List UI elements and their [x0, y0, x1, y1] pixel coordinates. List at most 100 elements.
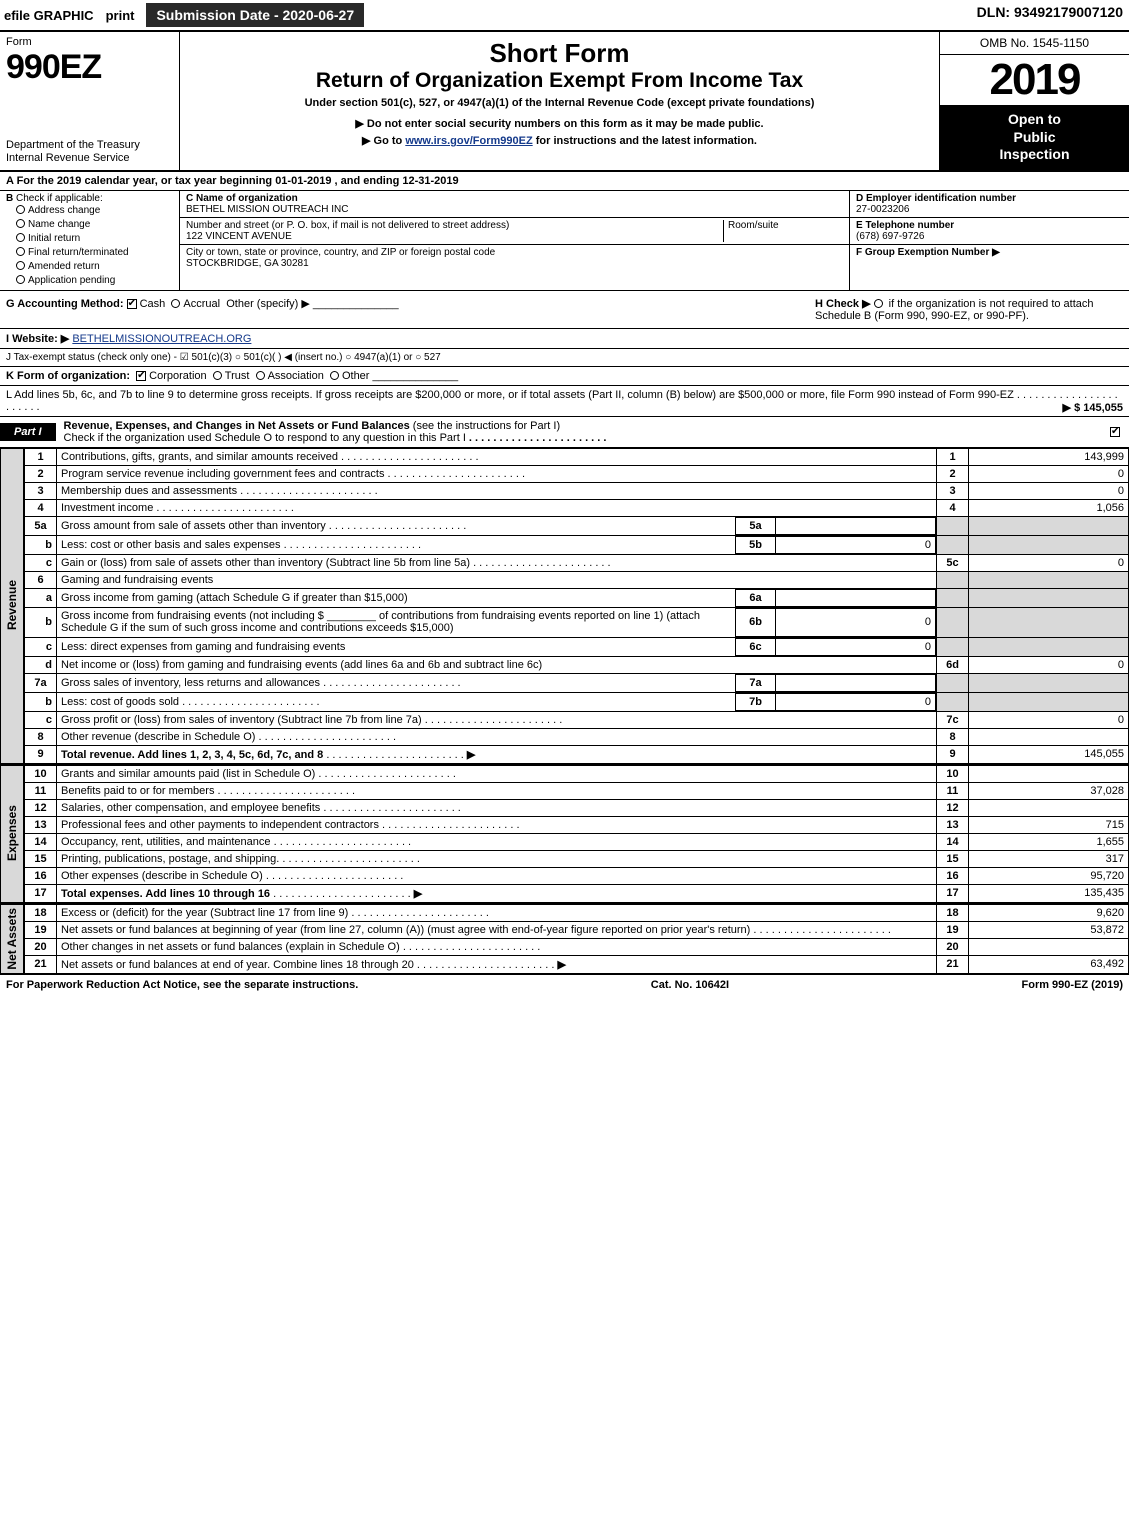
check-name-change[interactable]: Name change: [6, 218, 173, 232]
footer-center: Cat. No. 10642I: [651, 979, 729, 991]
b-label: Check if applicable:: [16, 193, 103, 204]
c-name-address: C Name of organization BETHEL MISSION OU…: [180, 191, 849, 290]
check-application-pending[interactable]: Application pending: [6, 274, 173, 288]
revenue-vert-label: Revenue: [5, 580, 19, 630]
b-checkboxes: B Check if applicable: Address change Na…: [0, 191, 180, 290]
org-name: BETHEL MISSION OUTREACH INC: [186, 204, 348, 215]
line-13: 13Professional fees and other payments t…: [25, 816, 1129, 833]
form-word: Form: [6, 36, 173, 48]
under-section: Under section 501(c), 527, or 4947(a)(1)…: [190, 97, 929, 109]
line-6b: bGross income from fundraising events (n…: [25, 607, 1129, 637]
part1-header: Part I Revenue, Expenses, and Changes in…: [0, 417, 1129, 448]
line-11: 11Benefits paid to or for members1137,02…: [25, 782, 1129, 799]
line-5a: 5aGross amount from sale of assets other…: [25, 516, 1129, 535]
revenue-table: 1Contributions, gifts, grants, and simil…: [24, 448, 1129, 764]
line-7a: 7aGross sales of inventory, less returns…: [25, 673, 1129, 692]
h-label: H Check ▶: [815, 298, 871, 310]
k-corp-checkbox[interactable]: [136, 371, 146, 381]
footer-right: Form 990-EZ (2019): [1022, 979, 1123, 991]
top-bar: efile GRAPHIC print Submission Date - 20…: [0, 0, 1129, 32]
org-city: STOCKBRIDGE, GA 30281: [186, 258, 309, 269]
line-18: 18Excess or (deficit) for the year (Subt…: [25, 904, 1129, 921]
line-6a: aGross income from gaming (attach Schedu…: [25, 588, 1129, 607]
expenses-vert-label: Expenses: [5, 805, 19, 861]
g-cash-checkbox[interactable]: [127, 299, 137, 309]
line-7c: cGross profit or (loss) from sales of in…: [25, 711, 1129, 728]
net-assets-vert-label: Net Assets: [5, 908, 19, 970]
line-6d: dNet income or (loss) from gaming and fu…: [25, 656, 1129, 673]
goto-link[interactable]: www.irs.gov/Form990EZ: [405, 135, 532, 147]
l-text: L Add lines 5b, 6c, and 7b to line 9 to …: [6, 389, 1014, 401]
a-tax-year-line: A For the 2019 calendar year, or tax yea…: [0, 172, 1129, 191]
part1-schedule-o-checkbox[interactable]: [1110, 427, 1120, 437]
dln-number: DLN: 93492179007120: [971, 0, 1129, 30]
line-7b: bLess: cost of goods sold7b0: [25, 692, 1129, 711]
line-12: 12Salaries, other compensation, and empl…: [25, 799, 1129, 816]
i-website-row: I Website: ▶ BETHELMISSIONOUTREACH.ORG: [0, 329, 1129, 349]
ein-label: D Employer identification number: [856, 193, 1016, 204]
h-checkbox[interactable]: [874, 299, 883, 308]
line-20: 20Other changes in net assets or fund ba…: [25, 938, 1129, 955]
c-name-label: C Name of organization: [186, 193, 298, 204]
line-2: 2Program service revenue including gover…: [25, 465, 1129, 482]
goto-post: for instructions and the latest informat…: [533, 135, 757, 147]
line-6: 6Gaming and fundraising events: [25, 571, 1129, 588]
g-h-row: G Accounting Method: Cash Accrual Other …: [0, 291, 1129, 329]
i-label: I Website: ▶: [6, 333, 69, 345]
omb-number: OMB No. 1545-1150: [940, 32, 1129, 55]
line-8: 8Other revenue (describe in Schedule O)8: [25, 728, 1129, 745]
tel-label: E Telephone number: [856, 220, 954, 231]
k-label: K Form of organization:: [6, 370, 130, 382]
check-amended-return[interactable]: Amended return: [6, 260, 173, 274]
short-form-title: Short Form: [190, 38, 929, 69]
tax-year: 2019: [940, 55, 1129, 105]
group-exemption-label: F Group Exemption Number ▶: [856, 247, 1000, 258]
j-tax-exempt-row: J Tax-exempt status (check only one) - ☑…: [0, 349, 1129, 367]
k-trust-radio[interactable]: [213, 371, 222, 380]
line-10: 10Grants and similar amounts paid (list …: [25, 765, 1129, 782]
website-link[interactable]: BETHELMISSIONOUTREACH.ORG: [72, 333, 251, 345]
net-assets-section: Net Assets 18Excess or (deficit) for the…: [0, 904, 1129, 975]
check-final-return[interactable]: Final return/terminated: [6, 246, 173, 260]
department-label: Department of the Treasury Internal Reve…: [6, 139, 173, 165]
tel-value: (678) 697-9726: [856, 231, 924, 242]
line-6c: cLess: direct expenses from gaming and f…: [25, 637, 1129, 656]
city-label: City or town, state or province, country…: [186, 247, 495, 258]
room-label: Room/suite: [723, 220, 843, 242]
part1-check-line: Check if the organization used Schedule …: [64, 432, 466, 444]
line-14: 14Occupancy, rent, utilities, and mainte…: [25, 833, 1129, 850]
expenses-table: 10Grants and similar amounts paid (list …: [24, 765, 1129, 903]
g-other: Other (specify) ▶: [226, 298, 310, 310]
line-5c: cGain or (loss) from sale of assets othe…: [25, 554, 1129, 571]
do-not-enter: ▶ Do not enter social security numbers o…: [190, 117, 929, 130]
line-4: 4Investment income41,056: [25, 499, 1129, 516]
form-number: 990EZ: [6, 48, 173, 87]
k-other-radio[interactable]: [330, 371, 339, 380]
submission-date: Submission Date - 2020-06-27: [146, 3, 364, 27]
part1-subtitle: (see the instructions for Part I): [410, 420, 560, 432]
g-label: G Accounting Method:: [6, 298, 124, 310]
line-3: 3Membership dues and assessments30: [25, 482, 1129, 499]
line-17: 17Total expenses. Add lines 10 through 1…: [25, 884, 1129, 902]
net-assets-table: 18Excess or (deficit) for the year (Subt…: [24, 904, 1129, 974]
check-address-change[interactable]: Address change: [6, 204, 173, 218]
inspection-box: Open to Public Inspection: [940, 105, 1129, 170]
k-form-org-row: K Form of organization: Corporation Trus…: [0, 367, 1129, 386]
form-header: Form 990EZ Department of the Treasury In…: [0, 32, 1129, 172]
line-5b: bLess: cost or other basis and sales exp…: [25, 535, 1129, 554]
entity-info-row: B Check if applicable: Address change Na…: [0, 191, 1129, 291]
line-1: 1Contributions, gifts, grants, and simil…: [25, 448, 1129, 465]
part1-tab: Part I: [0, 423, 56, 441]
l-amount: ▶ $ 145,055: [1063, 401, 1123, 414]
check-initial-return[interactable]: Initial return: [6, 232, 173, 246]
print-button[interactable]: print: [100, 8, 141, 23]
part1-title: Revenue, Expenses, and Changes in Net As…: [64, 420, 410, 432]
return-title: Return of Organization Exempt From Incom…: [190, 69, 929, 93]
k-assoc-radio[interactable]: [256, 371, 265, 380]
line-16: 16Other expenses (describe in Schedule O…: [25, 867, 1129, 884]
line-15: 15Printing, publications, postage, and s…: [25, 850, 1129, 867]
goto-pre: ▶ Go to: [362, 135, 405, 147]
g-accrual-radio[interactable]: [171, 299, 180, 308]
line-19: 19Net assets or fund balances at beginni…: [25, 921, 1129, 938]
d-e-f-column: D Employer identification number 27-0023…: [849, 191, 1129, 290]
